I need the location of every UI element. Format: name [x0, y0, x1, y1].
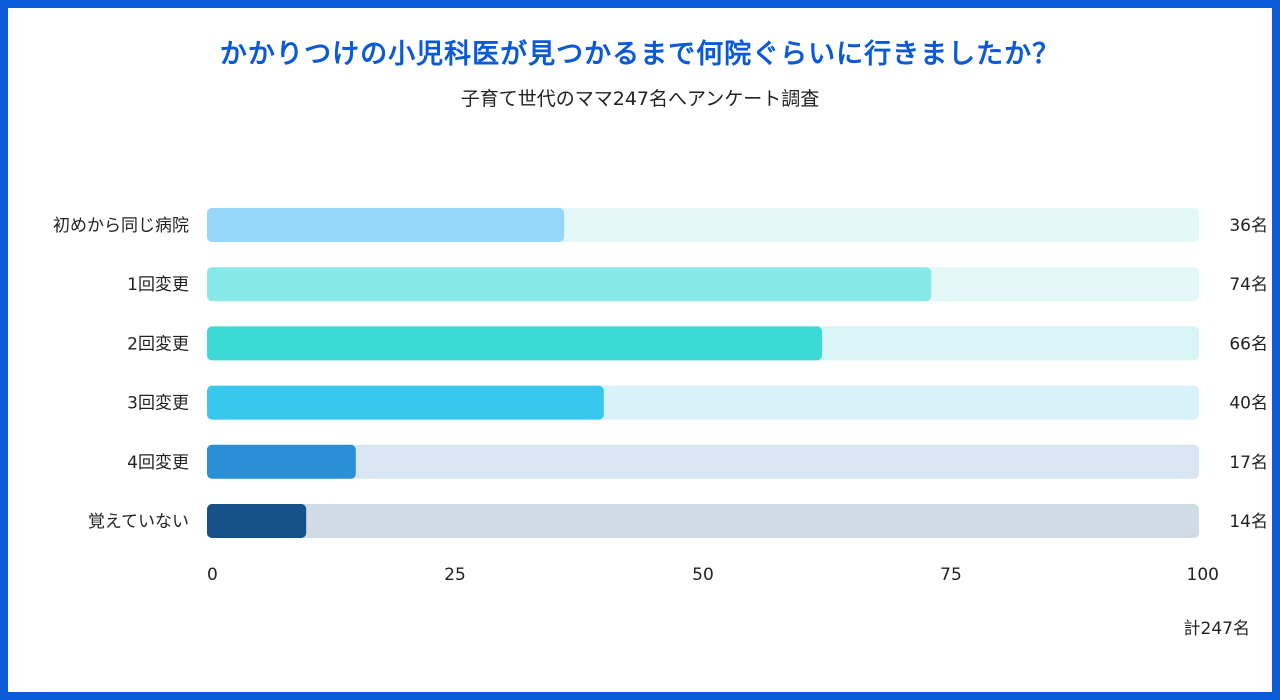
category-label: 覚えていない [88, 512, 189, 532]
chart-subtitle: 子育て世代のママ247名へアンケート調査 [460, 88, 820, 110]
bar-track [207, 444, 1199, 479]
value-label: 74名 [1229, 275, 1268, 295]
bar [207, 208, 565, 242]
x-tick-label: 0 [207, 565, 218, 585]
value-label: 66名 [1229, 334, 1268, 354]
x-tick-label: 50 [692, 565, 714, 585]
category-label: 1回変更 [127, 275, 189, 295]
category-label: 初めから同じ病院 [53, 216, 189, 236]
bar-track [207, 504, 1199, 538]
chart-title: かかりつけの小児科医が見つかるまで何院ぐらいに行きましたか？ [219, 39, 1061, 70]
total-label: 計247名 [1183, 619, 1250, 639]
value-label: 36名 [1229, 216, 1268, 236]
value-label: 17名 [1229, 453, 1268, 473]
x-tick-label: 25 [444, 565, 466, 585]
category-label: 4回変更 [127, 453, 189, 473]
bar [207, 444, 356, 479]
bar [207, 326, 823, 361]
value-label: 40名 [1229, 394, 1268, 414]
x-tick-label: 100 [1187, 565, 1219, 585]
value-label: 14名 [1229, 512, 1268, 532]
bar [207, 267, 932, 302]
bar [207, 385, 604, 420]
x-tick-label: 75 [940, 565, 962, 585]
category-label: 2回変更 [127, 334, 189, 354]
bar [207, 504, 307, 538]
category-label: 3回変更 [127, 394, 189, 414]
